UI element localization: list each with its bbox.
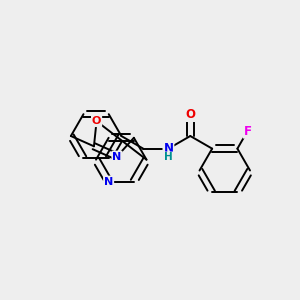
- Text: N: N: [164, 142, 173, 155]
- Text: F: F: [244, 125, 251, 138]
- Text: H: H: [164, 152, 173, 162]
- Text: O: O: [185, 108, 195, 121]
- Text: N: N: [104, 176, 113, 187]
- Text: N: N: [112, 152, 122, 161]
- Text: O: O: [92, 116, 101, 126]
